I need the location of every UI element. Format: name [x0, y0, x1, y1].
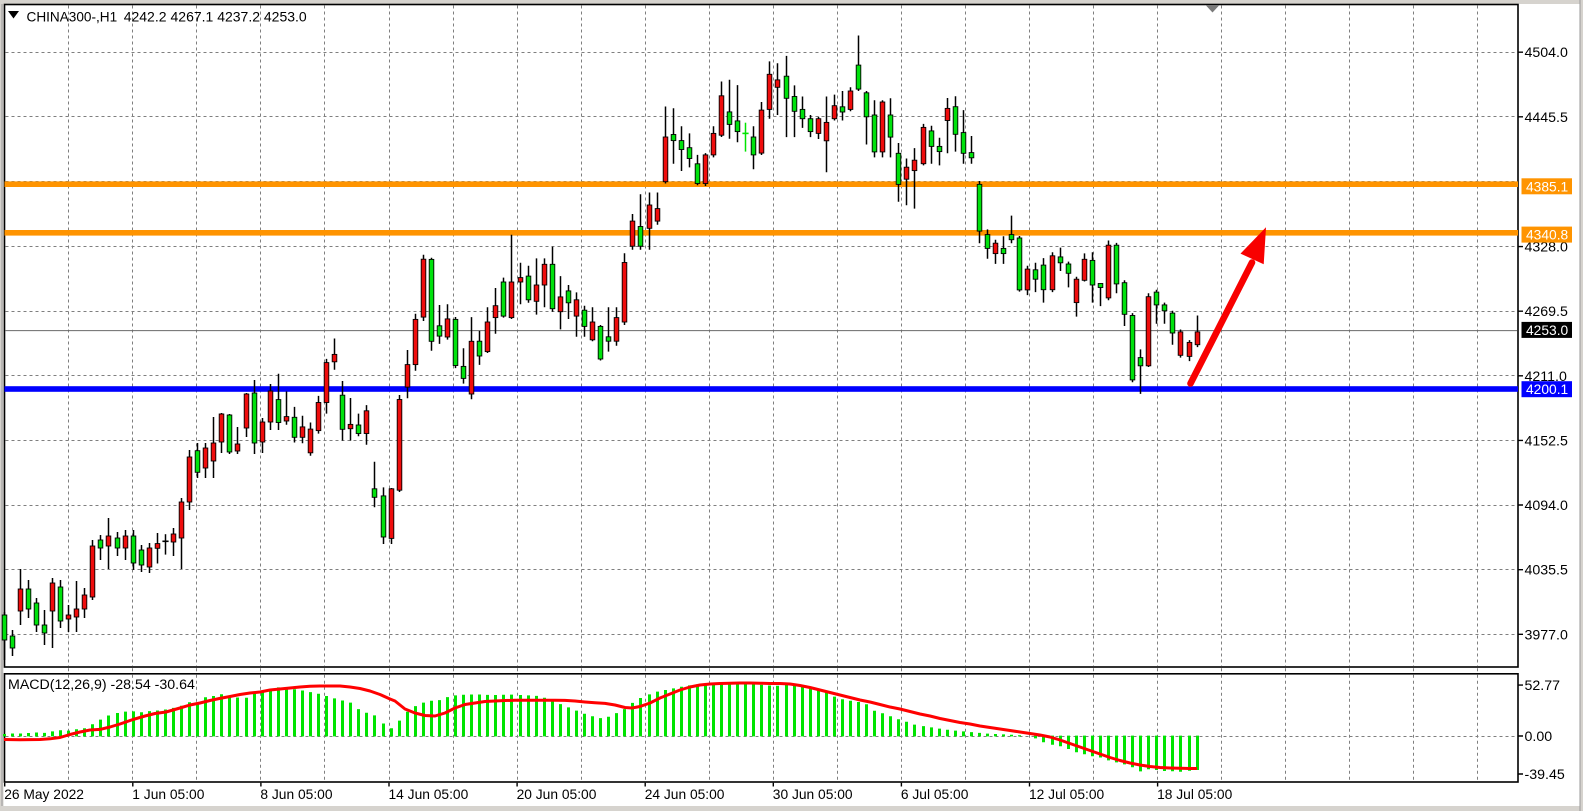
svg-text:1 Jun 05:00: 1 Jun 05:00	[132, 787, 204, 802]
svg-text:20 Jun 05:00: 20 Jun 05:00	[517, 787, 597, 802]
svg-text:CHINA300-,H1: CHINA300-,H1	[27, 10, 118, 25]
svg-text:4152.5: 4152.5	[1525, 433, 1569, 449]
svg-text:4253.0: 4253.0	[264, 9, 307, 25]
svg-text:MACD(12,26,9) -28.54 -30.64: MACD(12,26,9) -28.54 -30.64	[8, 677, 195, 693]
svg-text:24 Jun 05:00: 24 Jun 05:00	[645, 787, 725, 802]
svg-text:0.00: 0.00	[1525, 729, 1553, 745]
svg-text:52.77: 52.77	[1525, 678, 1561, 694]
svg-text:4340.8: 4340.8	[1526, 228, 1569, 243]
svg-text:4504.0: 4504.0	[1525, 45, 1569, 61]
svg-text:4445.5: 4445.5	[1525, 110, 1569, 126]
svg-text:4211.0: 4211.0	[1525, 369, 1567, 385]
svg-text:6 Jul 05:00: 6 Jul 05:00	[901, 787, 969, 802]
svg-text:4035.5: 4035.5	[1525, 563, 1569, 579]
svg-text:4094.0: 4094.0	[1525, 498, 1569, 514]
svg-text:4385.1: 4385.1	[1526, 179, 1568, 194]
svg-text:30 Jun 05:00: 30 Jun 05:00	[773, 787, 853, 802]
svg-text:8 Jun 05:00: 8 Jun 05:00	[260, 787, 332, 802]
svg-text:3977.0: 3977.0	[1525, 627, 1569, 643]
svg-text:4200.1: 4200.1	[1526, 382, 1568, 397]
svg-text:18 Jul 05:00: 18 Jul 05:00	[1157, 787, 1233, 802]
svg-text:14 Jun 05:00: 14 Jun 05:00	[389, 787, 469, 802]
svg-text:-39.45: -39.45	[1525, 767, 1565, 783]
svg-text:4328.0: 4328.0	[1525, 240, 1569, 256]
svg-text:26 May 2022: 26 May 2022	[4, 787, 84, 802]
svg-text:4253.0: 4253.0	[1526, 323, 1569, 338]
svg-text:4267.1: 4267.1	[171, 9, 214, 25]
svg-text:4242.2: 4242.2	[124, 9, 167, 25]
svg-text:4269.5: 4269.5	[1525, 304, 1569, 320]
svg-text:12 Jul 05:00: 12 Jul 05:00	[1029, 787, 1105, 802]
svg-text:4237.2: 4237.2	[217, 9, 260, 25]
